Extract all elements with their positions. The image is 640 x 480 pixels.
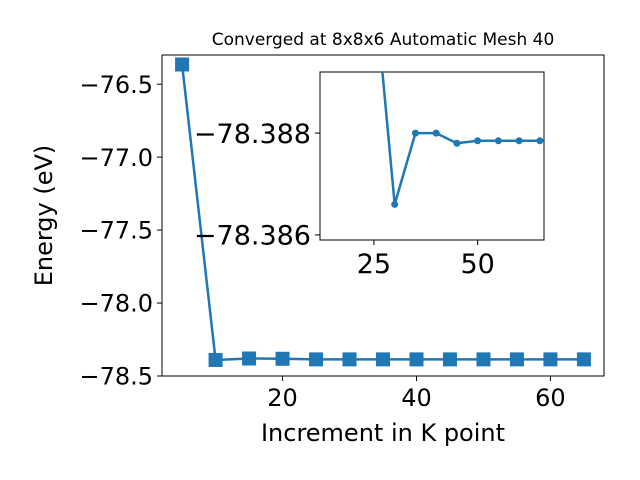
main-data-point <box>442 352 457 367</box>
main-data-point <box>342 352 357 367</box>
main-y-tick-label: −77.5 <box>79 217 153 245</box>
inset-data-point <box>494 137 502 145</box>
main-data-layer <box>175 57 591 367</box>
inset-data-point <box>515 137 523 145</box>
main-data-point <box>175 57 190 72</box>
inset-group: 25 50 −78.388 −78.386 <box>194 71 545 280</box>
main-y-tick-label: −78.5 <box>79 363 153 391</box>
inset-y-tick-label: −78.388 <box>194 119 311 150</box>
main-y-tick-label: −78.0 <box>79 290 153 318</box>
inset-data-point <box>391 200 399 208</box>
main-data-point <box>543 352 558 367</box>
main-y-axis-label: Energy (eV) <box>30 145 58 287</box>
main-data-point <box>208 352 223 367</box>
main-data-point <box>476 352 491 367</box>
main-x-tick-label: 60 <box>535 384 566 412</box>
main-x-axis-label: Increment in K point <box>261 419 505 447</box>
inset-plot-frame <box>319 71 545 241</box>
inset-x-tick-label: 50 <box>460 249 494 280</box>
main-y-tick-label: −77.0 <box>79 144 153 172</box>
main-x-tick-label: 40 <box>401 384 432 412</box>
main-data-point <box>275 351 290 366</box>
inset-y-tick-label: −78.386 <box>194 221 311 252</box>
main-data-point <box>576 352 591 367</box>
main-y-tick-label: −76.5 <box>79 71 153 99</box>
main-data-point <box>509 352 524 367</box>
main-data-point <box>409 352 424 367</box>
main-title: Converged at 8x8x6 Automatic Mesh 40 <box>212 30 555 50</box>
main-data-point <box>309 352 324 367</box>
main-x-tick-label: 20 <box>267 384 298 412</box>
inset-x-tick-label: 25 <box>357 249 391 280</box>
inset-data-point <box>474 137 482 145</box>
inset-data-layer <box>381 72 544 208</box>
inset-data-point <box>453 139 461 147</box>
main-data-point <box>376 352 390 367</box>
inset-data-point <box>432 129 440 137</box>
main-data-point <box>242 351 257 366</box>
inset-data-point <box>536 137 544 145</box>
inset-data-point <box>411 129 419 137</box>
